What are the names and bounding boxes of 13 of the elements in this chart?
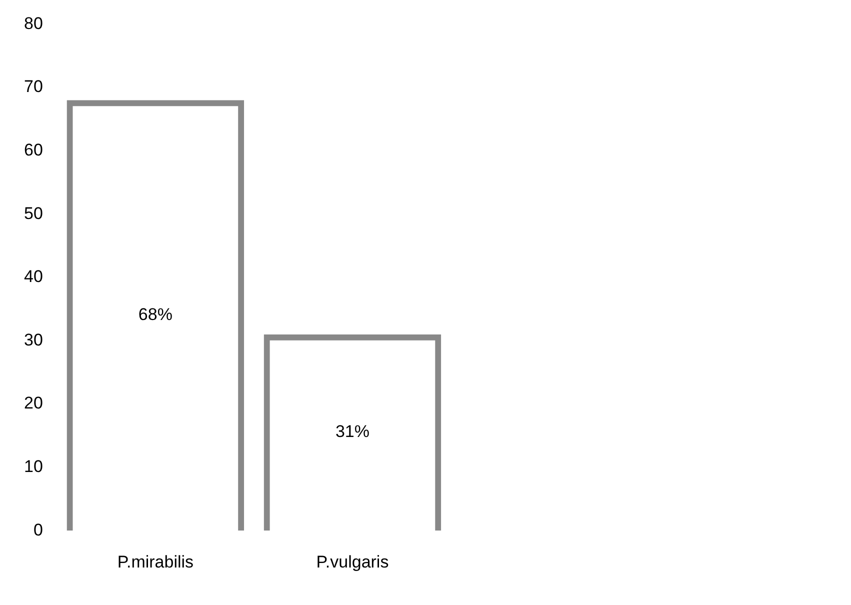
y-tick-label: 30 [24,330,43,350]
y-tick-label: 10 [24,456,43,476]
x-tick-label: P.vulgaris [316,552,389,572]
y-tick-label: 40 [24,267,43,286]
y-tick-label: 0 [33,520,43,540]
y-tick-label: 50 [24,204,43,223]
x-tick-label: P.mirabilis [117,552,194,572]
y-tick-label: 60 [24,140,43,160]
y-tick-label: 80 [24,14,43,33]
y-tick-label: 20 [24,394,43,413]
data-label: 31% [335,422,370,442]
data-label: 68% [138,305,172,324]
y-tick-label: 70 [24,77,43,96]
